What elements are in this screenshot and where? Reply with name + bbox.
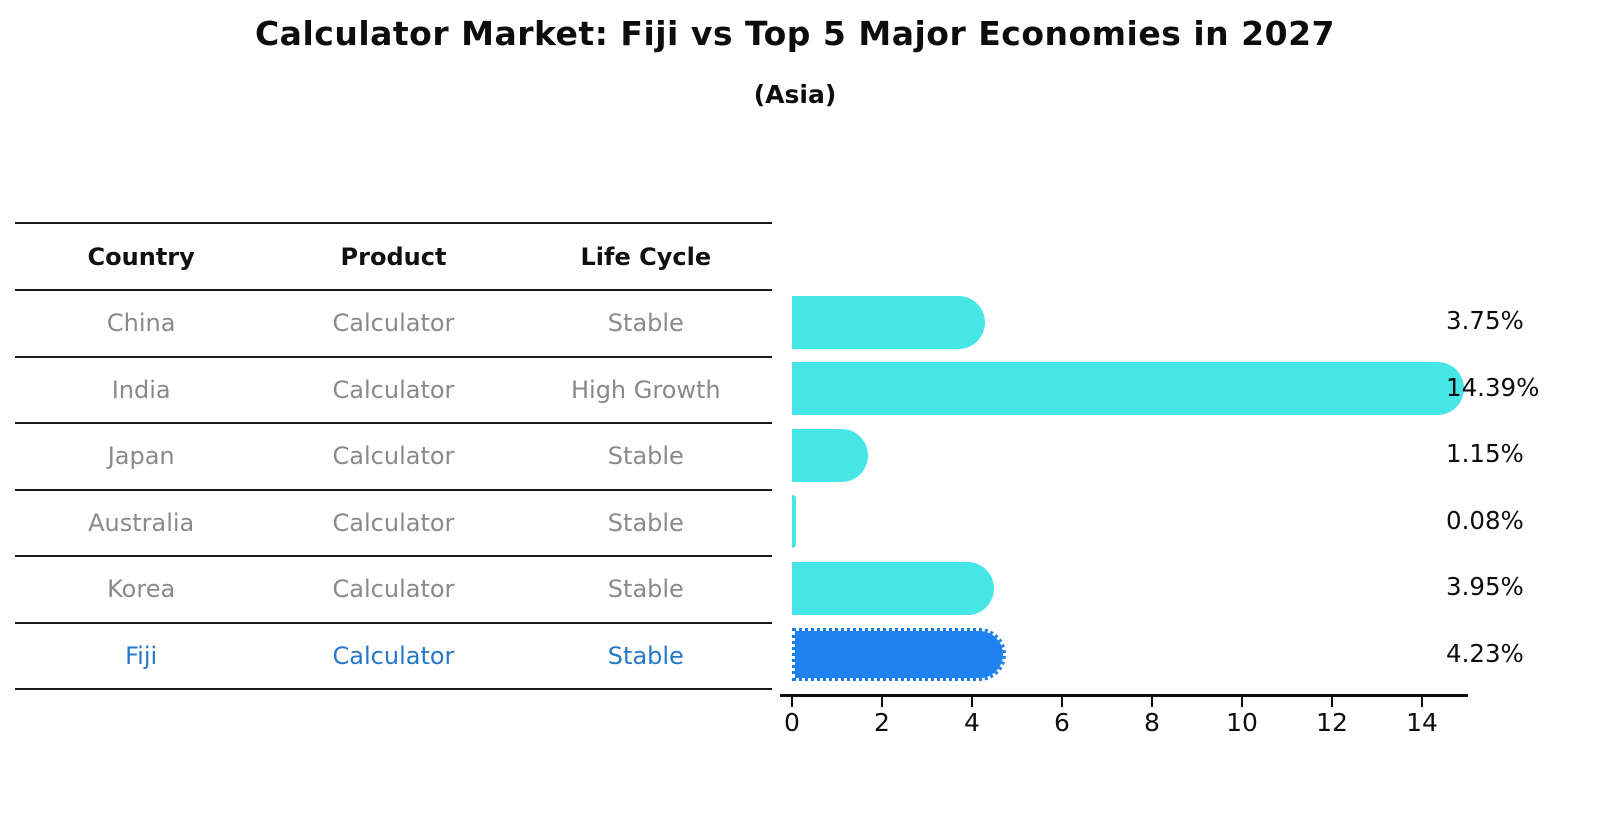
x-axis-tick-label: 4	[964, 708, 980, 737]
bar-india	[792, 362, 1464, 416]
x-axis-tick	[880, 697, 884, 707]
bar-value-label: 1.15%	[1446, 439, 1524, 469]
table-cell-life-cycle: Stable	[607, 508, 684, 537]
table-cell-life-cycle: Stable	[607, 641, 684, 670]
table-cell-product: Calculator	[332, 641, 455, 670]
x-axis-tick-label: 0	[784, 708, 800, 737]
table-body: China Calculator Stable India Calculator High…	[15, 289, 772, 688]
bar-australia	[792, 495, 796, 549]
col-header-country: Country	[87, 242, 195, 271]
market-table: Country Product Life Cycle China Calculat…	[15, 222, 772, 690]
bar-value-label: 3.95%	[1446, 572, 1524, 602]
x-axis-tick	[1150, 697, 1154, 707]
table-header-row: Country Product Life Cycle	[15, 222, 772, 289]
table-cell-life-cycle: Stable	[607, 309, 684, 338]
table-cell-country: Australia	[88, 508, 195, 537]
col-header-life-cycle: Life Cycle	[580, 242, 712, 271]
chart-title: Calculator Market: Fiji vs Top 5 Major E…	[254, 14, 1336, 53]
x-axis-tick-label: 6	[1054, 708, 1070, 737]
bar-fiji	[792, 628, 1007, 682]
bar-korea	[792, 561, 994, 615]
chart-subtitle: (Asia)	[753, 80, 837, 109]
table-row: Korea Calculator Stable	[15, 555, 772, 622]
bar-value-label: 14.39%	[1446, 372, 1540, 402]
table-cell-life-cycle: Stable	[607, 575, 684, 604]
table-cell-product: Calculator	[332, 375, 455, 404]
table-cell-product: Calculator	[332, 309, 455, 338]
table-row: Australia Calculator Stable	[15, 488, 772, 556]
table-cell-life-cycle: Stable	[607, 442, 684, 471]
x-axis-tick-label: 10	[1226, 708, 1258, 737]
x-axis-tick	[1330, 697, 1334, 707]
table-row: Fiji Calculator Stable	[15, 621, 772, 689]
bar-value-label: 4.23%	[1446, 638, 1524, 668]
table-row: China Calculator Stable	[15, 289, 772, 356]
bar-china	[792, 295, 985, 349]
table-cell-product: Calculator	[332, 442, 455, 471]
x-axis-tick	[1420, 697, 1424, 707]
table-cell-country: India	[111, 375, 171, 404]
col-header-product: Product	[340, 242, 447, 271]
table-cell-product: Calculator	[332, 508, 455, 537]
table-cell-country: Fiji	[125, 641, 158, 670]
x-axis-tick-label: 12	[1316, 708, 1348, 737]
table-cell-country: Japan	[107, 442, 175, 471]
x-axis-tick	[1240, 697, 1244, 707]
x-axis-tick	[970, 697, 974, 707]
x-axis-tick-label: 8	[1144, 708, 1160, 737]
table-cell-country: Korea	[107, 575, 176, 604]
x-axis-tick-label: 2	[874, 708, 890, 737]
table-cell-product: Calculator	[332, 575, 455, 604]
table-row: Japan Calculator Stable	[15, 422, 772, 489]
bar-value-label: 0.08%	[1446, 505, 1524, 535]
table-row: India Calculator High Growth	[15, 355, 772, 423]
x-axis-line	[780, 694, 1468, 697]
x-axis-tick-label: 14	[1406, 708, 1438, 737]
x-axis-tick	[790, 697, 794, 707]
table-cell-country: China	[106, 309, 176, 338]
bar-japan	[792, 428, 868, 482]
x-axis-tick	[1060, 697, 1064, 707]
bar-value-label: 3.75%	[1446, 306, 1524, 336]
table-cell-life-cycle: High Growth	[570, 375, 721, 404]
